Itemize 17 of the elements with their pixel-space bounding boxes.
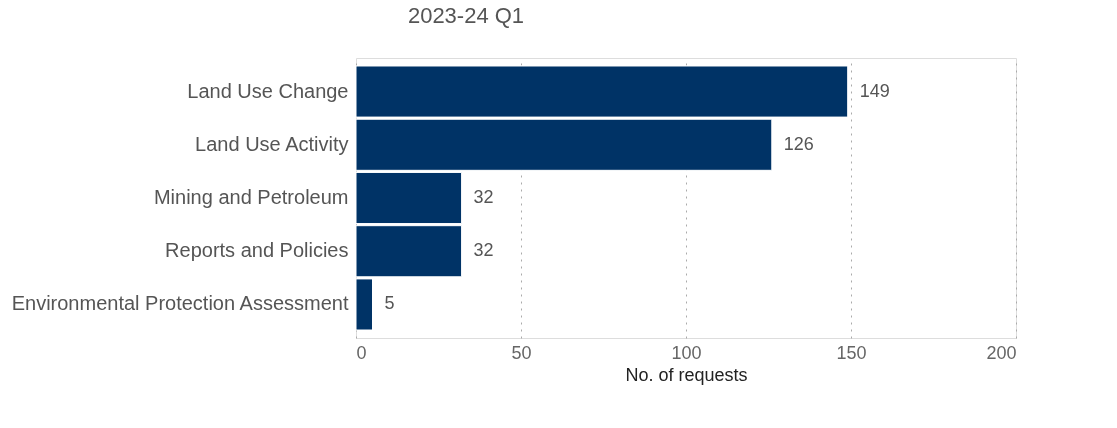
data-label: 149 (859, 80, 890, 101)
data-label: 32 (473, 187, 494, 207)
x-tick-label: 50 (511, 342, 532, 363)
y-tick-label: Land Use Activity (195, 132, 349, 155)
x-tick-label: 0 (356, 342, 367, 363)
data-label: 126 (783, 133, 814, 154)
y-tick-label: Environmental Protection Assessment (11, 292, 349, 315)
chart-title: 2023-24 Q1 (407, 3, 525, 28)
x-axis-title: No. of requests (625, 364, 748, 385)
data-label: 5 (384, 293, 395, 314)
y-tick-label: Mining and Petroleum (153, 186, 349, 208)
data-label: 32 (473, 240, 494, 261)
x-tick-label: 100 (671, 342, 702, 363)
y-tick-label: Reports and Policies (165, 239, 349, 262)
x-tick-label: 150 (836, 342, 867, 363)
x-tick-label: 200 (986, 342, 1017, 363)
y-tick-label: Land Use Change (187, 79, 349, 102)
